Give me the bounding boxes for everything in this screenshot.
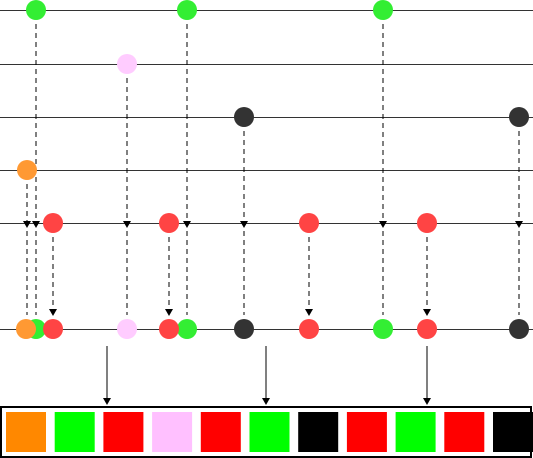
output-cell xyxy=(298,412,339,452)
merged-marble-green xyxy=(373,319,393,339)
source-marble-red xyxy=(417,213,437,233)
merged-marble-dark xyxy=(509,319,529,339)
source-marble-red xyxy=(159,213,179,233)
source-marble-red xyxy=(43,213,63,233)
timeline-lanes xyxy=(0,10,533,330)
source-marble-dark xyxy=(509,107,529,127)
output-cell xyxy=(444,412,485,452)
source-marble-green xyxy=(373,0,393,20)
collector-arrows xyxy=(103,346,431,405)
source-marble-orange xyxy=(17,160,37,180)
merged-marble-red xyxy=(299,319,319,339)
output-cell xyxy=(103,412,144,452)
marbles xyxy=(16,0,529,339)
source-marble-pink xyxy=(117,54,137,74)
source-marble-red xyxy=(299,213,319,233)
merged-marble-red xyxy=(159,319,179,339)
output-cell xyxy=(200,412,241,452)
drop-arrows xyxy=(23,24,523,316)
source-marble-green xyxy=(177,0,197,20)
merged-marble-red xyxy=(43,319,63,339)
output-cell xyxy=(249,412,290,452)
merged-marble-green xyxy=(177,319,197,339)
output-cell xyxy=(152,412,193,452)
output-cell xyxy=(493,412,533,452)
output-cell xyxy=(6,412,46,452)
output-cell xyxy=(395,412,436,452)
source-marble-dark xyxy=(234,107,254,127)
source-marble-green xyxy=(26,0,46,20)
merged-marble-red xyxy=(417,319,437,339)
output-cell xyxy=(54,412,95,452)
merged-marble-dark xyxy=(234,319,254,339)
merged-marble-orange xyxy=(16,319,36,339)
merged-marble-pink xyxy=(117,319,137,339)
output-cell xyxy=(346,412,387,452)
output-sequence xyxy=(0,406,533,458)
